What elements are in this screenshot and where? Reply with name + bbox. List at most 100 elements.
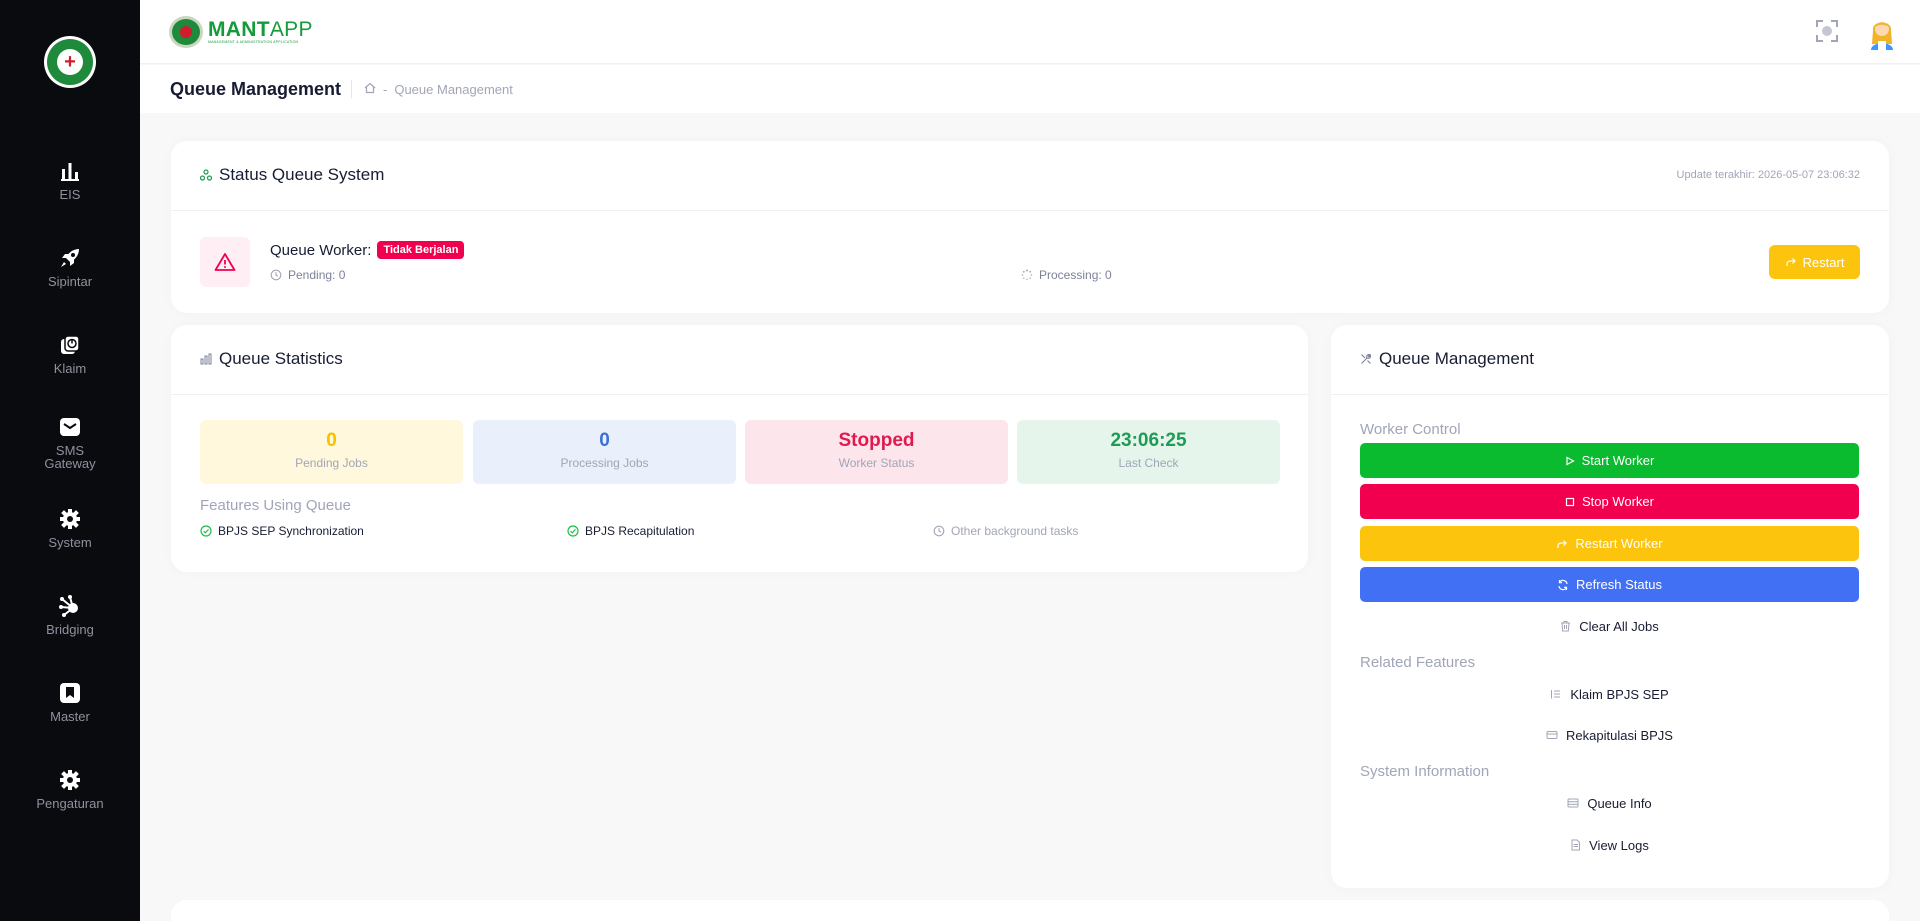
- stat-worker-status: Stopped Worker Status: [745, 420, 1008, 484]
- breadcrumb-item: Queue Management: [394, 82, 513, 97]
- breadcrumb: - Queue Management: [364, 82, 513, 97]
- warning-icon: [200, 237, 250, 287]
- stat-caption: Processing Jobs: [560, 456, 649, 470]
- card-title: Queue Management: [1379, 349, 1534, 368]
- sidebar-item-eis[interactable]: EIS: [0, 158, 140, 201]
- bottom-card: [171, 900, 1889, 921]
- link-label: Queue Info: [1587, 795, 1652, 811]
- sidebar-item-bridging[interactable]: Bridging: [0, 593, 140, 636]
- spinner-icon: [1021, 269, 1033, 281]
- user-avatar[interactable]: [1864, 14, 1900, 50]
- card-header: Queue Management: [1331, 325, 1889, 395]
- button-label: Restart Worker: [1575, 536, 1663, 551]
- view-logs-link[interactable]: View Logs: [1360, 830, 1859, 860]
- restart-button[interactable]: Restart: [1769, 245, 1860, 279]
- sidebar-item-sipintar[interactable]: Sipintar: [0, 245, 140, 288]
- stop-worker-button[interactable]: Stop Worker: [1360, 484, 1859, 519]
- sidebar-item-sms-gateway[interactable]: SMS Gateway: [0, 414, 140, 470]
- gear-icon: [57, 506, 83, 532]
- brand-name-bold: MANT: [208, 18, 270, 41]
- redo-icon: [1785, 256, 1797, 268]
- feature-item: BPJS SEP Synchronization: [200, 524, 364, 538]
- page-title: Queue Management: [170, 79, 342, 99]
- stat-value: Stopped: [838, 430, 915, 451]
- card-header: Queue Statistics: [171, 325, 1308, 395]
- start-worker-button[interactable]: Start Worker: [1360, 443, 1859, 478]
- brand-name-light: APP: [269, 18, 313, 41]
- envelope-icon: [57, 414, 83, 440]
- sidebar-item-klaim[interactable]: Klaim: [0, 332, 140, 375]
- app-logo[interactable]: MANTAPP MANAGEMENT & ADMINISTRATION APPL…: [169, 16, 313, 48]
- stat-value: 0: [599, 430, 610, 451]
- stat-value: 23:06:25: [1110, 430, 1187, 451]
- feature-label: BPJS Recapitulation: [585, 524, 695, 538]
- card-header: Status Queue System Update terakhir: 202…: [171, 141, 1889, 211]
- restart-worker-button[interactable]: Restart Worker: [1360, 526, 1859, 561]
- rocket-icon: [57, 245, 83, 271]
- stat-pending-jobs: 0 Pending Jobs: [200, 420, 463, 484]
- clock-icon: [270, 269, 282, 281]
- clear-all-jobs-button[interactable]: Clear All Jobs: [1360, 611, 1859, 641]
- queue-worker-label: Queue Worker:: [270, 241, 372, 259]
- trash-icon: [1560, 620, 1571, 632]
- queue-info-link[interactable]: Queue Info: [1360, 788, 1859, 818]
- refresh-status-button[interactable]: Refresh Status: [1360, 567, 1859, 602]
- stat-last-check: 23:06:25 Last Check: [1017, 420, 1280, 484]
- card-title: Status Queue System: [219, 165, 385, 184]
- gear-icon: [57, 767, 83, 793]
- sidebar-item-label: EIS: [59, 187, 81, 202]
- server-icon: [1567, 797, 1579, 809]
- tools-icon: [1360, 353, 1372, 365]
- queue-statistics-card: Queue Statistics 0 Pending Jobs 0 Proces…: [171, 325, 1308, 572]
- network-icon: [200, 169, 212, 181]
- feature-label: Other background tasks: [951, 524, 1079, 538]
- button-label: Stop Worker: [1581, 494, 1654, 509]
- link-label: Klaim BPJS SEP: [1570, 686, 1669, 702]
- sidebar-item-label: Klaim: [53, 361, 87, 376]
- button-label: Clear All Jobs: [1579, 618, 1659, 634]
- sidebar-item-label: Bridging: [46, 622, 94, 637]
- stat-caption: Worker Status: [838, 456, 915, 470]
- play-icon: [1565, 455, 1575, 466]
- sidebar-item-label: System: [48, 535, 92, 550]
- sidebar-item-pengaturan[interactable]: Pengaturan: [0, 767, 140, 810]
- check-circle-icon: [567, 525, 579, 537]
- sidebar-item-system[interactable]: System: [0, 506, 140, 549]
- worker-control-label: Worker Control: [1360, 421, 1461, 438]
- link-label: Rekapitulasi BPJS: [1566, 727, 1673, 743]
- sidebar-item-master[interactable]: Master: [0, 680, 140, 723]
- system-information-label: System Information: [1360, 763, 1490, 780]
- list-icon: [1550, 688, 1562, 700]
- stat-caption: Last Check: [1118, 456, 1179, 470]
- redo-icon: [1556, 538, 1568, 550]
- stat-processing-jobs: 0 Processing Jobs: [473, 420, 736, 484]
- button-label: Refresh Status: [1576, 577, 1662, 592]
- stop-icon: [1565, 497, 1575, 507]
- button-label: Start Worker: [1581, 453, 1655, 468]
- file-text-icon: [1570, 839, 1581, 851]
- klaim-bpjs-sep-link[interactable]: Klaim BPJS SEP: [1360, 679, 1859, 709]
- fullscreen-icon[interactable]: [1814, 18, 1840, 49]
- card-title: Queue Statistics: [219, 349, 343, 368]
- refresh-icon: [1557, 579, 1569, 591]
- sidebar-item-label: Sipintar: [47, 274, 93, 289]
- pending-count: Pending: 0: [288, 268, 346, 282]
- processing-count: Processing: 0: [1039, 268, 1112, 282]
- pie-chart-icon: [57, 332, 83, 358]
- related-features-label: Related Features: [1360, 654, 1476, 671]
- feature-item: BPJS Recapitulation: [567, 524, 694, 538]
- credit-card-icon: [1546, 729, 1558, 741]
- sidebar-item-label: Gateway: [44, 456, 96, 471]
- home-icon[interactable]: [364, 82, 376, 97]
- queue-management-card: Queue Management Worker Control Start Wo…: [1331, 325, 1889, 888]
- features-section-label: Features Using Queue: [200, 497, 351, 514]
- topbar: MANTAPP MANAGEMENT & ADMINISTRATION APPL…: [140, 0, 1920, 64]
- page-header: Queue Management - Queue Management: [140, 65, 1920, 113]
- stat-value: 0: [326, 430, 337, 451]
- sidebar: + EIS Sipintar Klaim SMS Gateway System: [0, 0, 140, 921]
- divider: [351, 80, 352, 98]
- breadcrumb-separator: -: [383, 82, 388, 97]
- rekapitulasi-bpjs-link[interactable]: Rekapitulasi BPJS: [1360, 720, 1859, 750]
- hospital-logo[interactable]: +: [44, 36, 96, 88]
- logo-emblem: [169, 16, 203, 48]
